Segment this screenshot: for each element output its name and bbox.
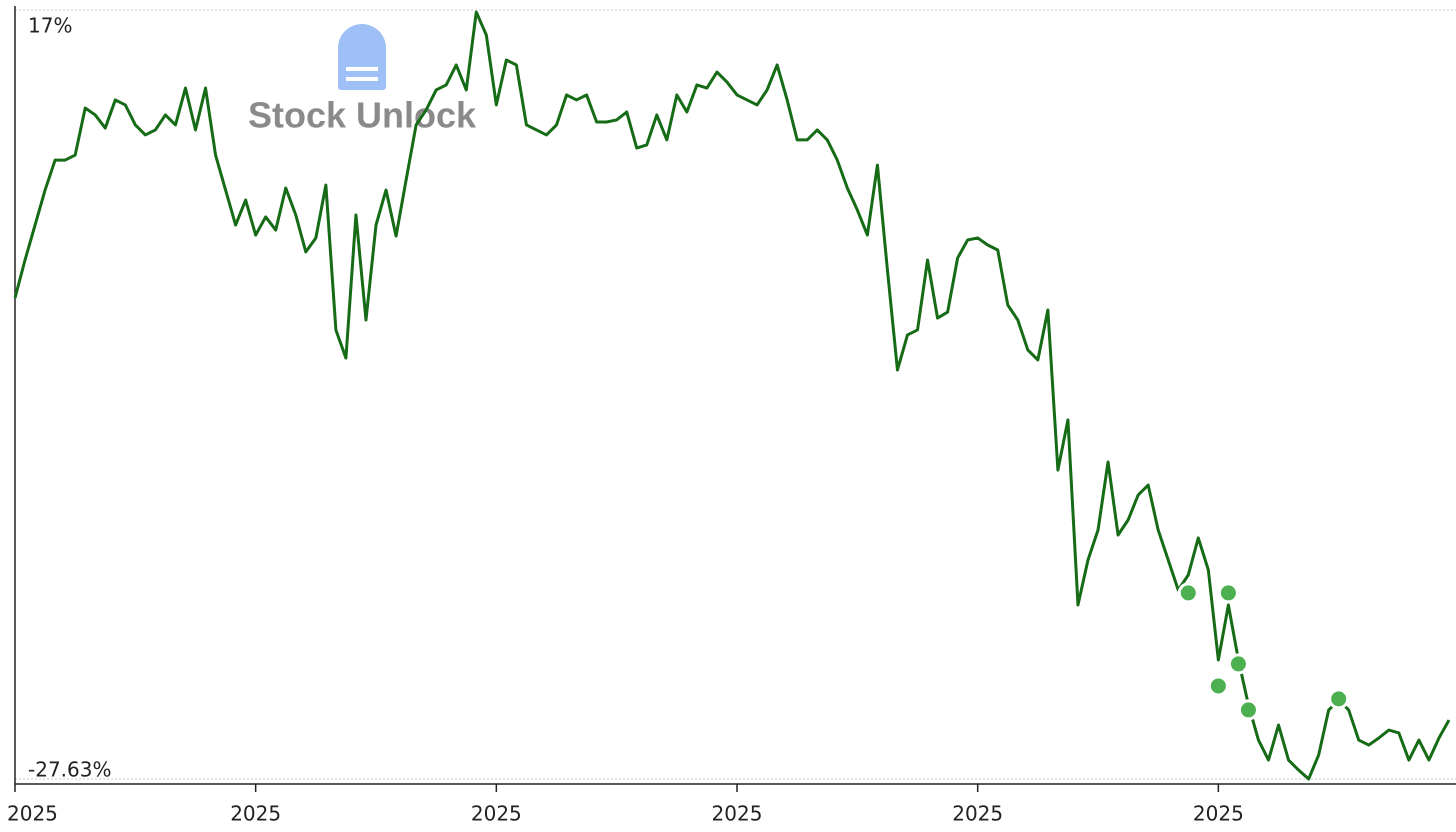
y-tick-label: -27.63% xyxy=(28,758,111,782)
trade-marker xyxy=(1177,582,1199,604)
trade-marker xyxy=(1237,699,1259,721)
trade-marker xyxy=(1227,653,1249,675)
watermark: Stock Unlock xyxy=(248,95,477,136)
x-tick-label: 2025 xyxy=(230,802,281,826)
price-line xyxy=(13,10,1451,781)
watermark-logo xyxy=(338,24,386,90)
x-tick-label: 2025 xyxy=(1193,802,1244,826)
x-tick-label: 2025 xyxy=(952,802,1003,826)
trade-marker xyxy=(1217,582,1239,604)
x-tick-label: 2025 xyxy=(471,802,522,826)
trade-marker xyxy=(1328,688,1350,710)
x-tick-label: 2025 xyxy=(712,802,763,826)
trade-marker xyxy=(1207,675,1229,697)
x-tick-label: 2025 xyxy=(7,802,58,826)
y-tick-label: 17% xyxy=(28,14,72,38)
